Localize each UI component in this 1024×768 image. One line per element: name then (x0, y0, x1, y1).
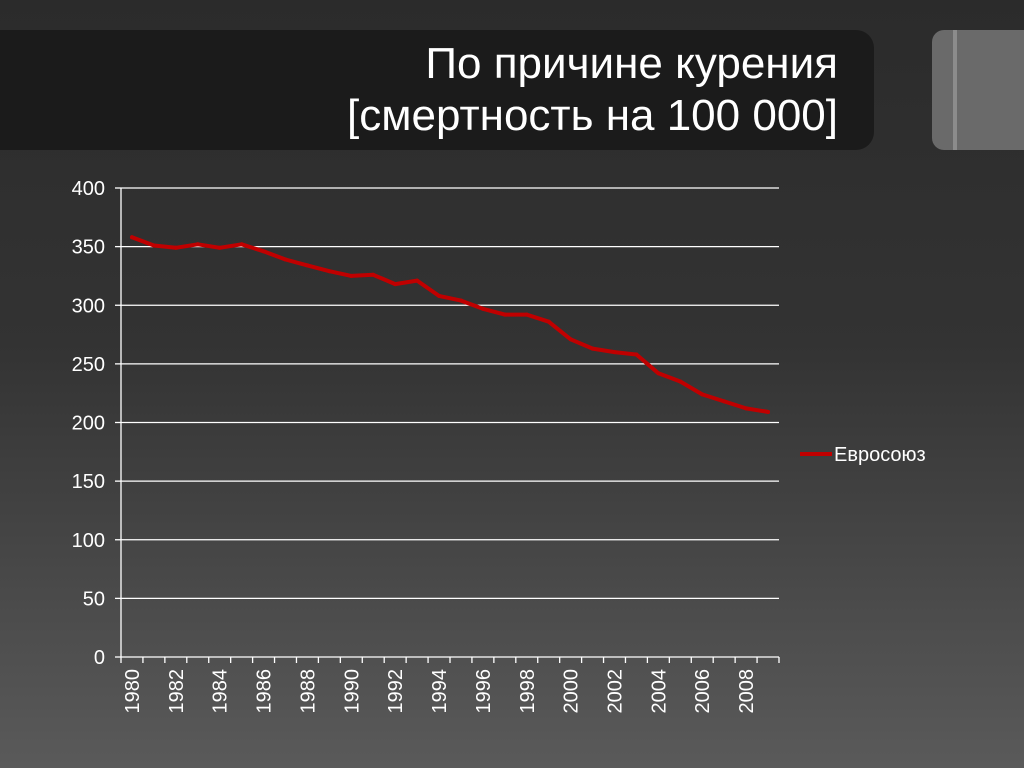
data-point (656, 371, 661, 376)
data-point (151, 243, 156, 248)
data-point (305, 263, 310, 268)
series-line-0 (130, 235, 770, 414)
y-tick-label: 0 (94, 647, 105, 669)
data-point (546, 319, 551, 324)
x-tick-label: 1982 (166, 669, 188, 714)
data-point (766, 409, 771, 414)
x-tick-label: 1992 (385, 669, 407, 714)
slide-title-line2: [смертность на 100 000] (347, 91, 838, 140)
data-point (744, 406, 749, 411)
x-tick-label: 1994 (429, 669, 451, 714)
data-point (437, 293, 442, 298)
data-point (524, 312, 529, 317)
data-point (239, 242, 244, 247)
x-axis-tick-labels: 1980 1982 1984 1986 1988 1990 1992 1994 1996 1998… (122, 669, 758, 714)
side-tab-divider (953, 30, 957, 150)
data-point (217, 245, 222, 250)
x-tick-label: 1986 (254, 669, 276, 714)
data-point (393, 282, 398, 287)
data-point (195, 242, 200, 247)
y-tick-label: 150 (72, 471, 105, 493)
x-tick-label: 2002 (605, 669, 627, 714)
x-tick-label: 1988 (297, 669, 319, 714)
y-axis-tick-labels: 0 50 100 150 200 250 300 350 400 (72, 178, 105, 669)
x-tick-label: 1984 (210, 669, 232, 714)
y-tick-label: 50 (83, 588, 105, 610)
data-point (634, 352, 639, 357)
x-tick-label: 1998 (517, 669, 539, 714)
y-tick-label: 200 (72, 413, 105, 435)
data-point (568, 337, 573, 342)
x-tick-label: 1996 (473, 669, 495, 714)
slide-title: По причине курения [смертность на 100 00… (347, 38, 838, 142)
y-tick-label: 400 (72, 178, 105, 200)
chart-series (129, 235, 771, 414)
y-tick-label: 350 (72, 237, 105, 259)
data-point (371, 272, 376, 277)
data-point (700, 392, 705, 397)
data-point (261, 249, 266, 254)
side-tab-decoration (932, 30, 1024, 150)
data-point (173, 245, 178, 250)
data-point (458, 298, 463, 303)
x-tick-label: 2004 (648, 669, 670, 714)
x-tick-label: 2006 (692, 669, 714, 714)
chart-axes (115, 187, 780, 663)
data-point (283, 257, 288, 262)
data-point (612, 350, 617, 355)
x-tick-label: 2008 (736, 669, 758, 714)
legend-label: Евросоюз (834, 444, 926, 466)
title-band: По причине курения [смертность на 100 00… (0, 30, 874, 150)
data-point (590, 346, 595, 351)
x-tick-label: 1980 (122, 669, 144, 714)
chart-legend: Евросоюз (800, 444, 926, 466)
data-point (678, 379, 683, 384)
y-tick-label: 300 (72, 295, 105, 317)
x-tick-label: 1990 (341, 669, 363, 714)
data-point (480, 306, 485, 311)
data-point (415, 278, 420, 283)
y-tick-label: 100 (72, 530, 105, 552)
data-point (502, 312, 507, 317)
data-point (327, 269, 332, 274)
chart-gridlines (121, 187, 779, 600)
data-point (349, 273, 354, 278)
x-tick-label: 2000 (561, 669, 583, 714)
data-point (129, 235, 134, 240)
data-point (722, 399, 727, 404)
slide-title-line1: По причине курения (425, 39, 838, 88)
y-tick-label: 250 (72, 354, 105, 376)
